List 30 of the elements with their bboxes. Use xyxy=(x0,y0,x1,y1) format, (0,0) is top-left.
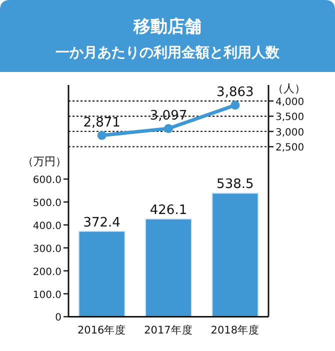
data-label: 3,097 xyxy=(150,108,188,124)
chart-title: 移動店舗 xyxy=(132,17,202,37)
y-tick-label: 300.0 xyxy=(32,244,62,255)
data-label: 3,863 xyxy=(216,85,254,100)
y2-axis-title: （人） xyxy=(272,82,306,95)
bar xyxy=(78,230,126,318)
y2-tick-label: 4,000 xyxy=(276,96,304,108)
x-tick-label: 2018年度 xyxy=(210,324,260,337)
y2-tick-label: 3,500 xyxy=(276,112,304,124)
bar xyxy=(145,218,192,318)
y-tick-label: 200.0 xyxy=(32,266,62,278)
y-tick-label: 400.0 xyxy=(32,220,62,232)
chart-subtitle: 一か月あたりの利用金額と利用人数 xyxy=(56,44,280,61)
data-label: 372.4 xyxy=(83,215,120,230)
data-label: 538.5 xyxy=(216,177,254,192)
bar xyxy=(212,192,259,318)
x-tick-label: 2016年度 xyxy=(77,324,126,337)
y2-tick-label: 2,500 xyxy=(276,142,304,154)
point xyxy=(230,100,240,110)
data-label: 2,871 xyxy=(83,115,120,130)
y-tick-label: 600.0 xyxy=(32,175,62,186)
x-tick-label: 2017年度 xyxy=(144,324,193,337)
y-tick-label: 0 xyxy=(55,312,62,324)
data-label: 426.1 xyxy=(150,202,188,218)
point xyxy=(164,124,173,134)
y2-tick-label: 3,000 xyxy=(276,127,304,138)
y-tick-label: 500.0 xyxy=(32,198,62,209)
y-tick-label: 100.0 xyxy=(32,290,62,301)
point xyxy=(97,130,106,140)
y-axis-title: （万円） xyxy=(22,155,66,168)
